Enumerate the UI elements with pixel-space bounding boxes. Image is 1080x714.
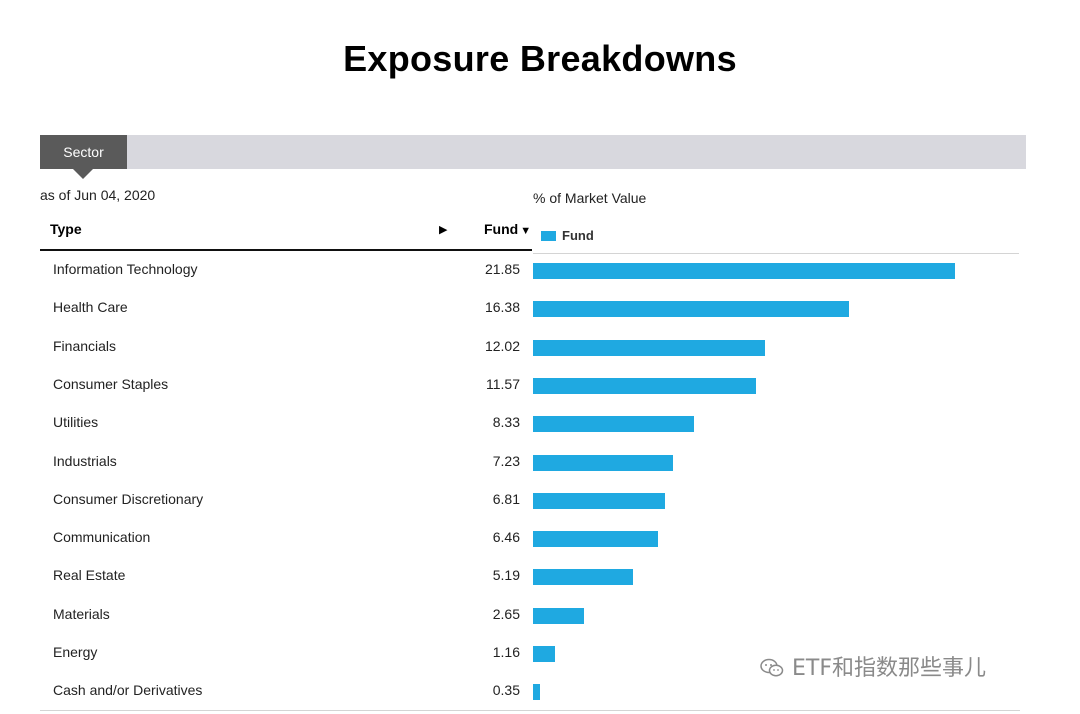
bar: [533, 339, 766, 356]
bar: [533, 301, 850, 318]
sector-name: Financials: [53, 337, 117, 354]
bar: [533, 569, 634, 586]
column-header-type[interactable]: Type: [50, 221, 82, 237]
sector-name: Health Care: [53, 299, 128, 316]
table-row: Materials 2.65: [40, 596, 532, 634]
sector-value: 12.02: [484, 337, 520, 354]
bar: [533, 684, 540, 701]
sector-value: 6.81: [492, 490, 520, 507]
tab-bar: Sector: [40, 135, 1026, 179]
bar: [533, 646, 556, 662]
table-row: Financials 12.02: [40, 328, 532, 366]
table-row: Consumer Staples 11.57: [40, 366, 532, 404]
table-row: Energy 1.16: [40, 634, 532, 672]
column-header-fund[interactable]: Fund ▼: [484, 221, 531, 237]
table-row: Health Care 16.38: [40, 289, 532, 327]
table-row: Cash and/or Derivatives 0.35: [40, 672, 532, 710]
table-row: Consumer Discretionary 6.81: [40, 481, 532, 519]
bar: [533, 492, 665, 509]
sector-name: Materials: [53, 605, 110, 622]
table-row: Communication 6.46: [40, 519, 532, 557]
legend-swatch: [541, 231, 556, 241]
bar: [533, 454, 673, 471]
sector-value: 6.46: [492, 529, 520, 546]
page-title: Exposure Breakdowns: [343, 38, 737, 79]
tab-sector[interactable]: Sector: [40, 135, 127, 169]
chart-legend: Fund: [541, 228, 594, 243]
bar: [533, 263, 955, 279]
sort-desc-icon: ▼: [520, 225, 532, 237]
sector-name: Utilities: [53, 414, 99, 431]
sector-name: Communication: [53, 529, 151, 546]
sector-value: 1.16: [492, 644, 520, 660]
sector-value: 11.57: [486, 375, 520, 392]
sector-name: Consumer Discretionary: [53, 490, 204, 507]
sector-name: Energy: [53, 644, 98, 660]
table-row: Real Estate 5.19: [40, 557, 532, 595]
sector-value: 16.38: [484, 299, 520, 316]
sector-value: 5.19: [492, 567, 520, 584]
sector-value: 21.85: [484, 261, 520, 277]
wechat-icon: [760, 658, 784, 677]
sector-name: Real Estate: [53, 567, 126, 584]
table-row: Information Technology 21.85: [40, 251, 532, 289]
sector-name: Industrials: [53, 452, 117, 469]
bar: [533, 377, 757, 394]
watermark: ETF和指数那些事儿: [760, 650, 986, 682]
sector-name: Cash and/or Derivatives: [53, 682, 203, 699]
sector-value: 2.65: [492, 605, 520, 622]
bottom-divider: [40, 710, 1020, 711]
bar: [533, 531, 658, 548]
chart-top-rule: [533, 253, 1019, 254]
header-divider: [40, 249, 532, 251]
active-tab-pointer: [73, 169, 93, 179]
fund-header-label: Fund: [484, 221, 519, 237]
sector-value: 0.35: [492, 682, 520, 699]
sort-arrow-icon[interactable]: ▶: [439, 224, 448, 236]
sector-name: Information Technology: [53, 261, 198, 277]
legend-label: Fund: [562, 228, 594, 243]
chart-label: % of Market Value: [533, 190, 647, 206]
sector-value: 7.23: [492, 452, 520, 469]
sector-name: Consumer Staples: [53, 375, 169, 392]
bar: [533, 607, 585, 624]
as-of-date: as of Jun 04, 2020: [40, 187, 156, 203]
sector-value: 8.33: [492, 414, 520, 431]
table-row: Utilities 8.33: [40, 404, 532, 442]
bar: [533, 416, 694, 433]
table-row: Industrials 7.23: [40, 443, 532, 481]
watermark-text: ETF和指数那些事儿: [792, 656, 986, 681]
